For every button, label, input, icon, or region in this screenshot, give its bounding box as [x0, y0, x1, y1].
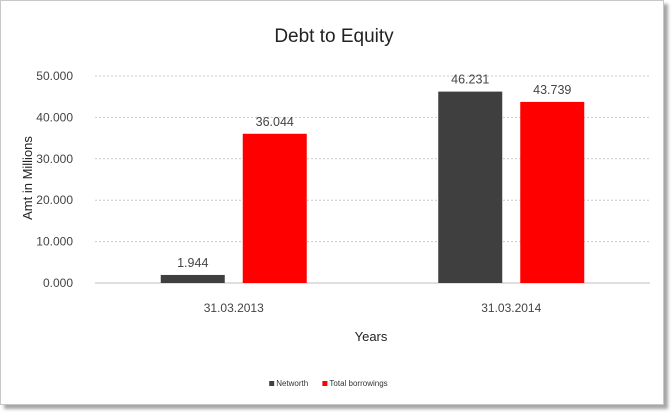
x-tick-label: 31.03.2014: [481, 301, 541, 315]
data-labels: 1.944 36.044 46.231 43.739: [177, 73, 571, 270]
y-tick-label: 0.000: [43, 276, 73, 290]
y-tick-label: 10.000: [36, 235, 73, 249]
y-tick-label: 30.000: [36, 152, 73, 166]
chart-title: Debt to Equity: [274, 26, 394, 47]
x-axis-title: Years: [355, 329, 388, 344]
bar-total-borrowings: [520, 101, 585, 284]
legend-item-networth: Networth: [269, 379, 308, 388]
y-tick-label: 50.000: [36, 69, 73, 83]
x-tick-labels: 31.03.2013 31.03.2014: [204, 301, 542, 315]
data-label: 1.944: [177, 256, 208, 270]
legend-swatch: [322, 381, 328, 386]
y-tick-label: 20.000: [36, 193, 73, 207]
bar-networth: [438, 91, 503, 283]
y-tick-label: 40.000: [36, 110, 73, 124]
data-label: 46.231: [451, 73, 489, 87]
bar-total-borrowings: [242, 133, 307, 283]
bar-networth: [160, 274, 225, 283]
legend-swatch: [269, 381, 275, 386]
legend-label: Networth: [276, 379, 308, 388]
x-tick-label: 31.03.2013: [204, 301, 264, 315]
legend-item-total-borrowings: Total borrowings: [322, 379, 388, 388]
legend: Networth Total borrowings: [269, 379, 388, 388]
data-label: 36.044: [256, 115, 294, 129]
y-axis-title: Amt in Millions: [20, 136, 35, 220]
y-tick-labels: 0.000 10.000 20.000 30.000 40.000 50.000: [36, 69, 73, 290]
bars: [160, 91, 585, 284]
legend-label: Total borrowings: [329, 379, 387, 388]
data-label: 43.739: [533, 83, 571, 97]
